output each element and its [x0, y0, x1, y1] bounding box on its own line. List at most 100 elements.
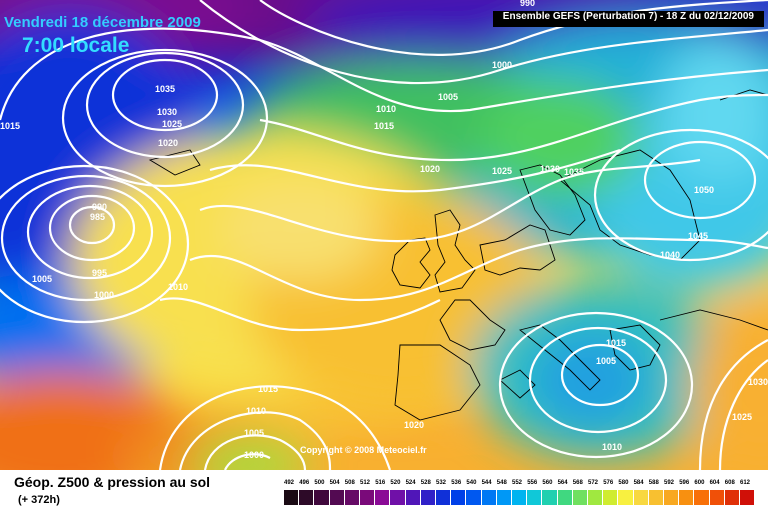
- isobar-label: 1005: [438, 92, 458, 102]
- isobar-label: 1010: [602, 442, 622, 452]
- isobar-label: 1000: [492, 60, 512, 70]
- legend-swatch: [512, 490, 527, 505]
- legend-value: 500: [314, 480, 325, 486]
- legend-swatch: [740, 490, 755, 505]
- legend-value: 532: [436, 480, 447, 486]
- isobar-label: 1035: [564, 167, 584, 177]
- legend-swatch: [679, 490, 694, 505]
- legend-value: 540: [466, 480, 477, 486]
- isobar-label: 985: [90, 212, 105, 222]
- legend-swatch: [496, 490, 511, 505]
- isobar-label: 1045: [688, 231, 708, 241]
- isobar-label: 1005: [32, 274, 52, 284]
- isobar-label: 1010: [168, 282, 188, 292]
- legend-swatch: [329, 490, 344, 505]
- legend-swatch: [557, 490, 572, 505]
- legend-swatch: [603, 490, 618, 505]
- legend-value: 508: [344, 480, 355, 486]
- legend-swatch: [284, 490, 299, 505]
- isobar-label: 1000: [94, 290, 114, 300]
- isobar-label: 1040: [660, 250, 680, 260]
- isobar-label: 1025: [492, 166, 512, 176]
- legend-value: 604: [709, 480, 720, 486]
- legend-value: 492: [284, 480, 295, 486]
- coastlines: [148, 89, 768, 421]
- legend-value: 592: [664, 480, 675, 486]
- isobar-label: 1020: [158, 138, 178, 148]
- legend-swatch: [360, 490, 375, 505]
- legend-value: 612: [740, 480, 751, 486]
- legend-swatch: [664, 490, 679, 505]
- legend-swatch: [466, 490, 481, 505]
- legend-value: 496: [299, 480, 310, 486]
- legend-value: 568: [572, 480, 583, 486]
- legend-value: 512: [360, 480, 371, 486]
- legend-swatch: [390, 490, 405, 505]
- legend-swatch: [527, 490, 542, 505]
- legend-swatch: [344, 490, 359, 505]
- legend-value: 580: [618, 480, 629, 486]
- legend-swatch: [588, 490, 603, 505]
- legend-value: 596: [679, 480, 690, 486]
- isobar-label: 1015: [258, 384, 278, 394]
- legend-swatch: [299, 490, 314, 505]
- legend-value: 576: [603, 480, 614, 486]
- legend-swatch: [633, 490, 648, 505]
- legend-value: 584: [633, 480, 644, 486]
- legend-swatch: [436, 490, 451, 505]
- isobar-label: 1010: [246, 406, 266, 416]
- legend-swatch: [375, 490, 390, 505]
- isobar-labels: 990 1000 1005 1010 1015 1015 1035 1030 1…: [0, 0, 768, 460]
- isobar-label: 1015: [374, 121, 394, 131]
- isobar-label: 1030: [748, 377, 768, 387]
- isobar-label: 990: [92, 202, 107, 212]
- isobar-label: 1030: [157, 107, 177, 117]
- isobar-label: 1020: [420, 164, 440, 174]
- isobar-label: 1030: [540, 164, 560, 174]
- legend-swatch: [481, 490, 496, 505]
- legend-value: 572: [588, 480, 599, 486]
- legend-value: 516: [375, 480, 386, 486]
- legend-swatch: [709, 490, 724, 505]
- legend-value: 504: [329, 480, 340, 486]
- isobar-label: 995: [92, 268, 107, 278]
- z500-field: [0, 0, 768, 470]
- isobar-label: 1010: [376, 104, 396, 114]
- legend-value: 528: [420, 480, 431, 486]
- legend-value: 548: [496, 480, 507, 486]
- isobar-label: 1000: [244, 450, 264, 460]
- isobar-label: 1025: [162, 119, 182, 129]
- pressure-map: 990 1000 1005 1010 1015 1015 1035 1030 1…: [0, 0, 768, 470]
- legend-swatch: [542, 490, 557, 505]
- isobar-label: 990: [520, 0, 535, 8]
- forecast-time: 7:00 locale: [22, 34, 130, 57]
- legend-swatch: [724, 490, 739, 505]
- isobar-lines: [0, 0, 768, 470]
- forecast-lead: (+ 372h): [18, 494, 60, 506]
- legend-swatch: [648, 490, 663, 505]
- legend-swatch: [618, 490, 633, 505]
- isobar-label: 1005: [244, 428, 264, 438]
- forecast-date: Vendredi 18 décembre 2009: [4, 14, 201, 31]
- legend-value: 544: [481, 480, 492, 486]
- legend-swatch: [420, 490, 435, 505]
- isobar-label: 1025: [732, 412, 752, 422]
- isobar-label: 1020: [404, 420, 424, 430]
- legend-swatch: [694, 490, 709, 505]
- legend-swatch: [314, 490, 329, 505]
- isobar-label: 1050: [694, 185, 714, 195]
- legend-value: 564: [557, 480, 568, 486]
- legend-value: 536: [451, 480, 462, 486]
- isobar-label: 1035: [155, 84, 175, 94]
- legend-value: 552: [512, 480, 523, 486]
- legend-value: 600: [694, 480, 705, 486]
- isobar-label: 1005: [596, 356, 616, 366]
- isobar-label: 1015: [0, 121, 20, 131]
- legend-value: 560: [542, 480, 553, 486]
- legend-value: 520: [390, 480, 401, 486]
- legend-value: 556: [527, 480, 538, 486]
- legend-swatch: [405, 490, 420, 505]
- legend-value: 588: [648, 480, 659, 486]
- chart-title: Géop. Z500 & pression au sol: [14, 474, 211, 490]
